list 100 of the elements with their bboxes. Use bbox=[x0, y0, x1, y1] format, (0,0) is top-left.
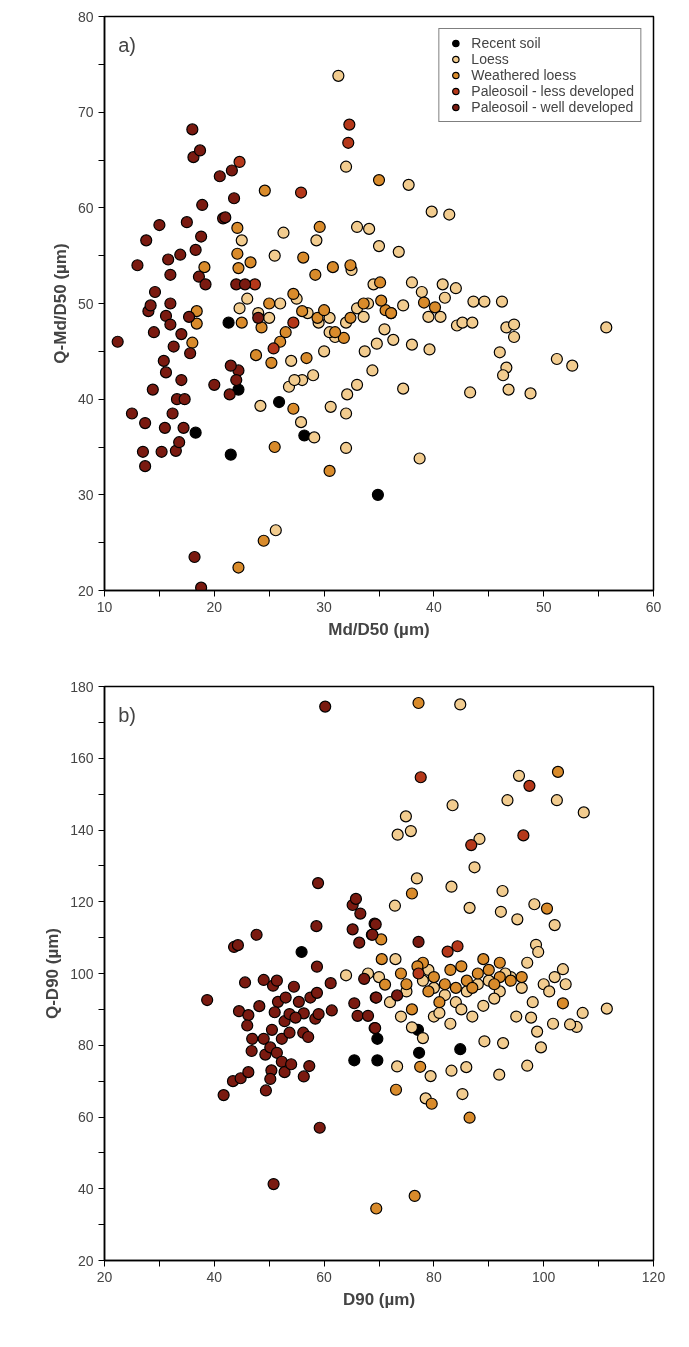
point bbox=[342, 136, 355, 149]
point bbox=[449, 981, 462, 994]
y-tick-label: 100 bbox=[70, 965, 94, 982]
point bbox=[159, 366, 173, 379]
point bbox=[235, 316, 248, 329]
point bbox=[482, 963, 495, 976]
point bbox=[309, 268, 322, 281]
y-tick-label: 80 bbox=[77, 8, 94, 25]
point bbox=[148, 285, 162, 299]
x-axis-title: D90 (µm) bbox=[342, 1289, 416, 1309]
legend-label: Loess bbox=[471, 51, 509, 67]
point bbox=[111, 335, 124, 348]
point bbox=[348, 1054, 361, 1067]
point bbox=[337, 331, 350, 345]
point bbox=[153, 218, 166, 232]
x-tick-label: 50 bbox=[535, 598, 552, 615]
point bbox=[139, 416, 152, 430]
legend-label: Paleosoil - well developed bbox=[471, 99, 634, 115]
point bbox=[463, 1111, 476, 1124]
point bbox=[370, 1202, 383, 1215]
y-tick-label: 180 bbox=[70, 678, 94, 695]
y-tick-label: 70 bbox=[77, 104, 94, 121]
point bbox=[405, 1003, 419, 1016]
point bbox=[231, 247, 244, 260]
point bbox=[400, 978, 413, 991]
point bbox=[186, 336, 199, 349]
point bbox=[166, 407, 179, 420]
point bbox=[405, 887, 419, 900]
point bbox=[257, 534, 270, 547]
point bbox=[125, 407, 139, 420]
point bbox=[182, 310, 196, 323]
x-tick-label: 100 bbox=[532, 1268, 556, 1285]
point bbox=[414, 1060, 427, 1073]
point bbox=[265, 356, 278, 369]
point bbox=[238, 278, 252, 291]
point bbox=[173, 436, 186, 449]
point bbox=[300, 351, 313, 365]
y-axis-title: Q-Md/D50 (µm) bbox=[50, 243, 70, 364]
point bbox=[193, 144, 207, 157]
y-tick-label: 60 bbox=[77, 1109, 94, 1125]
point bbox=[375, 294, 388, 307]
point bbox=[295, 945, 308, 959]
point bbox=[523, 779, 536, 792]
point bbox=[374, 276, 387, 289]
point bbox=[175, 328, 188, 341]
point bbox=[344, 311, 357, 324]
x-tick-label: 40 bbox=[426, 598, 442, 615]
y-tick-label: 80 bbox=[77, 1037, 94, 1054]
point bbox=[412, 1046, 426, 1059]
point bbox=[328, 326, 342, 339]
y-axis-title: Q-D90 (µm) bbox=[43, 927, 63, 1020]
point bbox=[556, 997, 570, 1010]
point bbox=[157, 354, 170, 367]
y-tick-label: 120 bbox=[70, 893, 94, 910]
point bbox=[164, 297, 177, 310]
point bbox=[344, 259, 357, 272]
x-axis-title: Md/D50 (µm) bbox=[328, 619, 430, 639]
point bbox=[466, 981, 479, 994]
point bbox=[198, 261, 211, 274]
point bbox=[195, 230, 208, 243]
point bbox=[231, 221, 244, 235]
point bbox=[318, 304, 331, 317]
x-tick-label: 120 bbox=[641, 1268, 666, 1285]
legend-label: Weathered loess bbox=[471, 67, 577, 83]
point bbox=[417, 296, 431, 309]
point bbox=[144, 299, 157, 312]
point bbox=[287, 316, 300, 329]
x-tick-label: 60 bbox=[316, 1268, 333, 1285]
point bbox=[287, 402, 300, 415]
point bbox=[184, 347, 197, 360]
point bbox=[297, 251, 310, 264]
x-tick-label: 40 bbox=[206, 1268, 223, 1285]
x-tick-label: 30 bbox=[316, 598, 333, 615]
point bbox=[155, 445, 168, 458]
point bbox=[422, 985, 435, 998]
point bbox=[389, 1083, 403, 1096]
x-tick-label: 60 bbox=[645, 598, 662, 615]
x-tick-label: 20 bbox=[96, 1268, 113, 1285]
point bbox=[477, 953, 490, 966]
point bbox=[455, 960, 468, 973]
point bbox=[248, 278, 262, 291]
y-tick-label: 40 bbox=[77, 1180, 94, 1197]
y-tick-label: 20 bbox=[77, 1252, 94, 1269]
point bbox=[258, 184, 271, 197]
point bbox=[515, 971, 528, 984]
point bbox=[146, 383, 159, 396]
point bbox=[196, 198, 209, 212]
point bbox=[268, 440, 281, 454]
point bbox=[517, 829, 530, 842]
legend-label: Recent soil bbox=[471, 35, 541, 51]
y-tick-label: 30 bbox=[77, 486, 94, 503]
x-tick-label: 10 bbox=[96, 598, 113, 615]
point bbox=[188, 550, 201, 564]
point bbox=[454, 1043, 467, 1056]
point bbox=[177, 421, 190, 434]
point bbox=[263, 297, 276, 310]
point bbox=[298, 429, 311, 442]
point bbox=[425, 1097, 438, 1110]
point bbox=[249, 349, 263, 362]
point bbox=[199, 278, 212, 291]
